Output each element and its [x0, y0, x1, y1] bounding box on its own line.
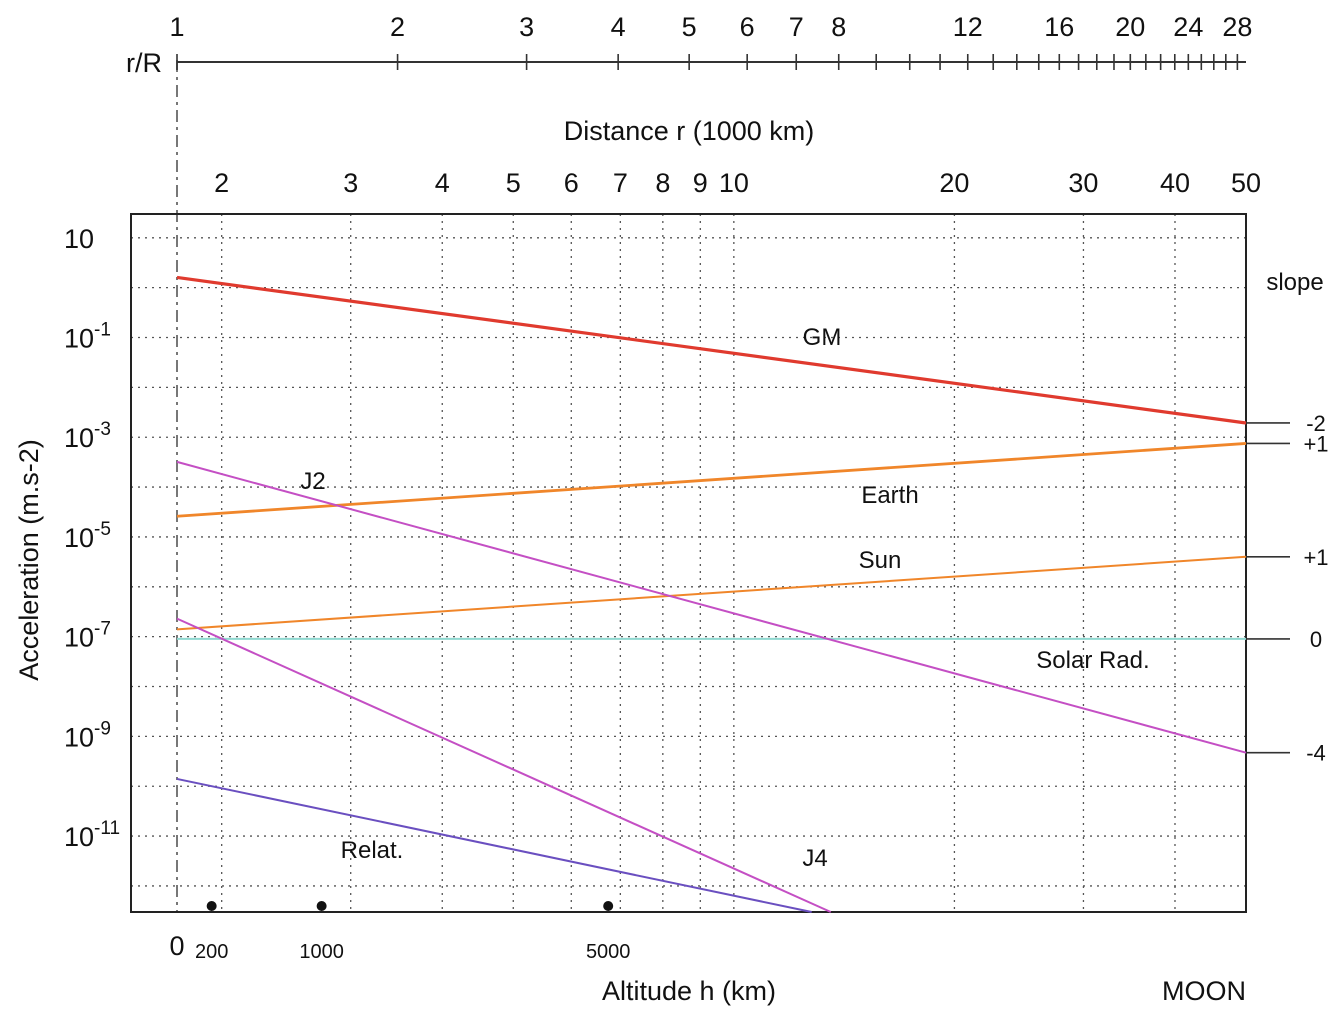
distance-tick-label: 50	[1231, 168, 1261, 198]
y-tick-label: 10	[64, 224, 94, 254]
altitude-axis-title: Altitude h (km)	[602, 976, 776, 1006]
y-axis: 10 10-1 10-3 10-5 10-7 10-9 10-11 Acceleration …	[14, 224, 120, 852]
series-label-gm: GM	[803, 324, 842, 351]
altitude-marker-dot	[206, 901, 217, 911]
grid-lines	[131, 60, 1246, 912]
distance-tick-label: 4	[435, 168, 450, 198]
series-label-relat: Relat.	[341, 837, 404, 864]
distance-tick-label: 6	[564, 168, 579, 198]
series-lines: GM Earth Sun Solar Rad. J2 J4 Relat.	[176, 275, 1247, 913]
r-over-R-tick-label: 12	[953, 12, 983, 42]
slope-label-sun: +1	[1303, 545, 1328, 570]
slope-label-earth: +1	[1303, 431, 1328, 456]
top-axis-r-over-R: r/R1 2 3 4 5 6 7 8 12 16 20 24 28	[126, 12, 1252, 78]
distance-tick-label: 3	[343, 168, 358, 198]
bottom-axis-altitude: 0 200 1000 5000 Altitude h (km) MOON	[169, 901, 1246, 1006]
y-tick-label: 10-11	[64, 818, 120, 852]
plot-frame	[130, 213, 1247, 913]
y-tick-label: 10-1	[64, 320, 111, 354]
distance-tick-label: 30	[1068, 168, 1098, 198]
distance-tick-label: 7	[613, 168, 628, 198]
r-over-R-tick-label: 16	[1044, 12, 1074, 42]
moon-label: MOON	[1162, 976, 1246, 1006]
altitude-marker-dot	[316, 901, 327, 911]
distance-axis-title: Distance r (1000 km)	[564, 116, 815, 146]
distance-tick-label: 40	[1160, 168, 1190, 198]
r-over-R-label: r/R	[126, 48, 162, 78]
series-line-relat	[176, 777, 812, 913]
r-over-R-tick-label: 28	[1222, 12, 1252, 42]
series-label-sun: Sun	[859, 547, 902, 574]
distance-tick-label: 2	[214, 168, 229, 198]
distance-axis: Distance r (1000 km) 2 3 4 5 6 7 8 9 10 20 30 40 50	[214, 116, 1261, 198]
y-axis-title: Acceleration (m.s-2)	[14, 439, 44, 681]
slope-label-j2: -4	[1306, 741, 1326, 766]
series-label-solar-rad: Solar Rad.	[1036, 647, 1149, 674]
altitude-marker-dot	[603, 901, 614, 911]
r-over-R-tick-label: 7	[789, 12, 804, 42]
series-line-earth	[176, 442, 1247, 518]
altitude-tick-label: 0	[169, 931, 184, 961]
series-line-gm	[176, 275, 1247, 425]
slope-label-solar-rad: 0	[1310, 627, 1322, 652]
distance-tick-label: 5	[506, 168, 521, 198]
distance-tick-label: 9	[693, 168, 708, 198]
series-line-sun	[176, 555, 1247, 631]
series-label-earth: Earth	[861, 482, 918, 509]
distance-tick-label: 8	[655, 168, 670, 198]
r-over-R-tick-label: 20	[1115, 12, 1145, 42]
y-tick-label: 10-3	[64, 419, 111, 453]
y-tick-label: 10-7	[64, 619, 111, 653]
r-over-R-tick-label: 6	[740, 12, 755, 42]
slope-label-gm: -2	[1306, 411, 1326, 436]
r-over-R-tick-label: 4	[611, 12, 626, 42]
r-over-R-tick-label: 5	[682, 12, 697, 42]
r-over-R-tick-label: 8	[831, 12, 846, 42]
altitude-tick-label: 200	[195, 941, 228, 963]
slope-column: slope-2+1+10-4	[1246, 269, 1329, 766]
r-over-R-tick-label: 24	[1173, 12, 1203, 42]
altitude-tick-label: 5000	[586, 941, 631, 963]
series-label-j4: J4	[802, 845, 827, 872]
slope-header: slope	[1266, 269, 1323, 296]
r-over-R-tick-label: 1	[169, 12, 184, 42]
y-tick-label: 10-5	[64, 519, 111, 553]
distance-tick-label: 20	[939, 168, 969, 198]
series-label-j2: J2	[300, 468, 325, 495]
altitude-tick-label: 1000	[299, 941, 344, 963]
r-over-R-tick-label: 3	[519, 12, 534, 42]
y-tick-label: 10-9	[64, 718, 111, 752]
r-over-R-tick-label: 2	[390, 12, 405, 42]
distance-tick-label: 10	[719, 168, 749, 198]
series-line-j4	[176, 617, 832, 913]
series-line-j2	[176, 460, 1247, 754]
